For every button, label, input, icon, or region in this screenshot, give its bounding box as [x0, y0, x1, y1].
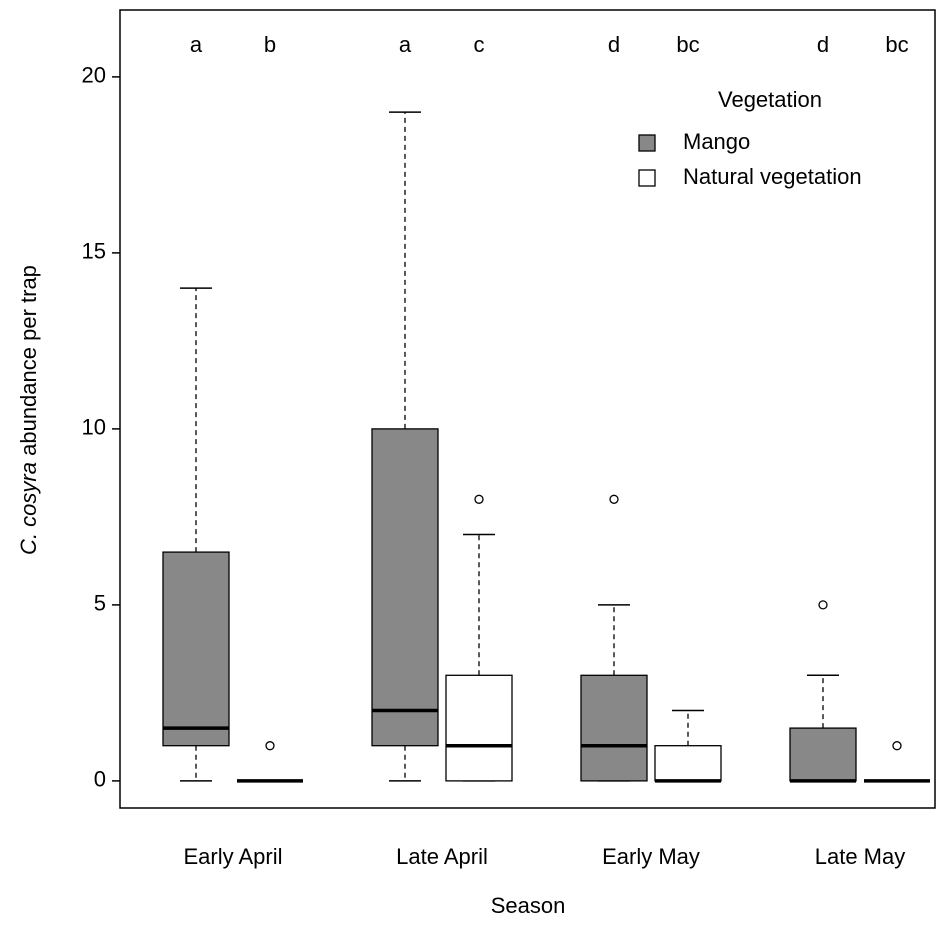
box [371, 428, 439, 747]
x-tick-label: Late April [396, 844, 488, 869]
outlier [818, 600, 828, 610]
plot-frame [119, 9, 936, 809]
y-tick-label: 5 [94, 591, 106, 616]
y-tick-label: 15 [82, 239, 106, 264]
x-tick-label: Early April [183, 844, 282, 869]
group-letter: bc [676, 32, 699, 57]
y-tick-label: 10 [82, 415, 106, 440]
legend-swatch [638, 134, 656, 152]
y-axis-label: C. cosyra abundance per trap [16, 265, 41, 555]
box [654, 745, 722, 782]
legend-label: Mango [683, 129, 750, 154]
group-letter: b [264, 32, 276, 57]
outlier [265, 741, 275, 751]
group-letter: c [474, 32, 485, 57]
y-label-italic: C. cosyra [16, 462, 41, 555]
outlier [609, 494, 619, 504]
group-letter: bc [885, 32, 908, 57]
group-letter: a [399, 32, 412, 57]
outlier [892, 741, 902, 751]
group-letter: a [190, 32, 203, 57]
y-label: abundance per trap [16, 265, 41, 456]
y-tick-label: 20 [82, 63, 106, 88]
box [789, 727, 857, 782]
group-letter: d [817, 32, 829, 57]
box [445, 674, 513, 782]
x-tick-label: Late May [815, 844, 906, 869]
box [580, 674, 648, 782]
y-tick-label: 0 [94, 767, 106, 792]
x-tick-label: Early May [602, 844, 700, 869]
legend-swatch [638, 169, 656, 187]
legend-title: Vegetation [718, 87, 822, 112]
outlier [474, 494, 484, 504]
group-letter: d [608, 32, 620, 57]
legend-label: Natural vegetation [683, 164, 862, 189]
box [162, 551, 230, 747]
x-axis-label: Season [491, 893, 566, 918]
